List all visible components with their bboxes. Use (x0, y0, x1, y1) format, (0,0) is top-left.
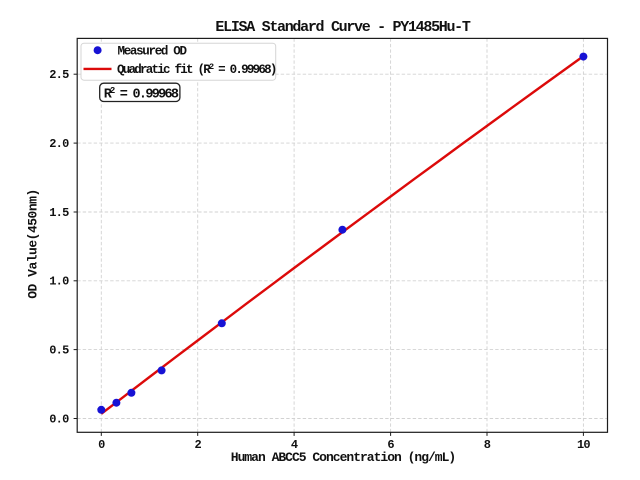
svg-text:Human ABCC5 Concentration (ng/: Human ABCC5 Concentration (ng/mL) (231, 450, 455, 465)
svg-text:10: 10 (577, 438, 590, 452)
svg-text:Measured OD: Measured OD (118, 44, 188, 58)
svg-text:6: 6 (387, 438, 394, 452)
svg-text:1.5: 1.5 (49, 206, 69, 220)
svg-text:2.0: 2.0 (49, 137, 69, 151)
svg-text:0: 0 (98, 438, 105, 452)
svg-text:R2 = 0.99968: R2 = 0.99968 (104, 86, 179, 103)
svg-text:Quadratic fit (R2 = 0.99968): Quadratic fit (R2 = 0.99968) (117, 62, 276, 77)
svg-text:2: 2 (194, 438, 201, 452)
svg-text:8: 8 (484, 438, 491, 452)
svg-text:4: 4 (291, 438, 298, 452)
svg-text:0.0: 0.0 (49, 412, 69, 426)
svg-text:1.0: 1.0 (49, 275, 69, 289)
svg-text:ELISA Standard Curve - PY1485H: ELISA Standard Curve - PY1485Hu-T (215, 19, 470, 36)
svg-text:2.5: 2.5 (49, 68, 69, 82)
svg-text:0.5: 0.5 (49, 344, 69, 358)
svg-text:OD Value(450nm): OD Value(450nm) (26, 189, 41, 299)
